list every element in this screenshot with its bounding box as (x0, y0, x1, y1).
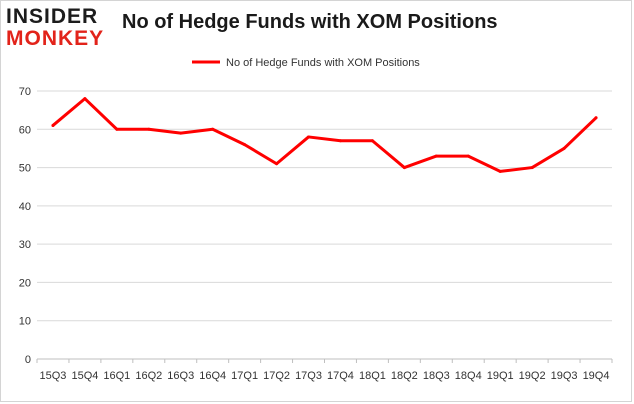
x-tick-label: 16Q4 (199, 370, 226, 382)
data-point (530, 166, 534, 170)
gridlines (37, 90, 612, 360)
data-point (275, 162, 279, 166)
chart-title: No of Hedge Funds with XOM Positions (122, 11, 498, 33)
y-tick-label: 20 (19, 277, 31, 289)
data-point (307, 135, 311, 139)
series-line-0 (51, 97, 598, 173)
x-tick-label: 17Q1 (231, 370, 258, 382)
x-tick-label: 17Q2 (263, 370, 290, 382)
data-point (338, 139, 342, 143)
x-tick-label: 19Q2 (519, 370, 546, 382)
data-point (243, 143, 247, 147)
y-tick-label: 40 (19, 201, 31, 213)
data-point (594, 116, 598, 120)
x-tick-label: 18Q1 (359, 370, 386, 382)
x-tick-label: 15Q4 (71, 370, 98, 382)
y-tick-label: 50 (19, 163, 31, 175)
x-tick-label: 16Q1 (103, 370, 130, 382)
y-tick-label: 70 (19, 86, 31, 98)
data-point (147, 127, 151, 131)
x-tick-label: 18Q3 (423, 370, 450, 382)
x-tick-label: 15Q3 (40, 370, 67, 382)
x-tick-label: 19Q3 (551, 370, 578, 382)
y-tick-label: 0 (25, 354, 31, 366)
data-point (211, 127, 215, 131)
y-tick-label: 60 (19, 124, 31, 136)
data-point (402, 166, 406, 170)
x-tick-label: 18Q4 (455, 370, 482, 382)
x-axis-ticks: 15Q3 15Q4 16Q1 16Q2 16Q3 16Q4 17Q1 17Q2 17Q3 17Q4… (36, 359, 613, 382)
data-point (115, 127, 119, 131)
y-tick-label: 30 (19, 239, 31, 251)
data-point (562, 146, 566, 150)
logo-text-monkey: MONKEY (6, 27, 105, 50)
y-axis-ticks: 0 10 20 30 40 50 60 70 (19, 86, 31, 366)
x-tick-label: 19Q4 (583, 370, 610, 382)
data-point (498, 169, 502, 173)
insider-monkey-logo: INSIDER MONKEY (6, 6, 116, 52)
data-point (466, 154, 470, 158)
y-tick-label: 10 (19, 316, 31, 328)
x-tick-label: 18Q2 (391, 370, 418, 382)
data-point (51, 123, 55, 127)
legend-label: No of Hedge Funds with XOM Positions (226, 57, 420, 69)
data-point (83, 97, 87, 101)
x-tick-label: 19Q1 (487, 370, 514, 382)
x-tick-label: 16Q3 (167, 370, 194, 382)
legend: No of Hedge Funds with XOM Positions (192, 57, 420, 69)
x-tick-label: 17Q4 (327, 370, 354, 382)
logo-text-insider: INSIDER (6, 5, 99, 28)
x-tick-label: 17Q3 (295, 370, 322, 382)
x-tick-label: 16Q2 (135, 370, 162, 382)
data-point (179, 131, 183, 135)
data-point (370, 139, 374, 143)
data-point (434, 154, 438, 158)
series-group (51, 97, 598, 173)
